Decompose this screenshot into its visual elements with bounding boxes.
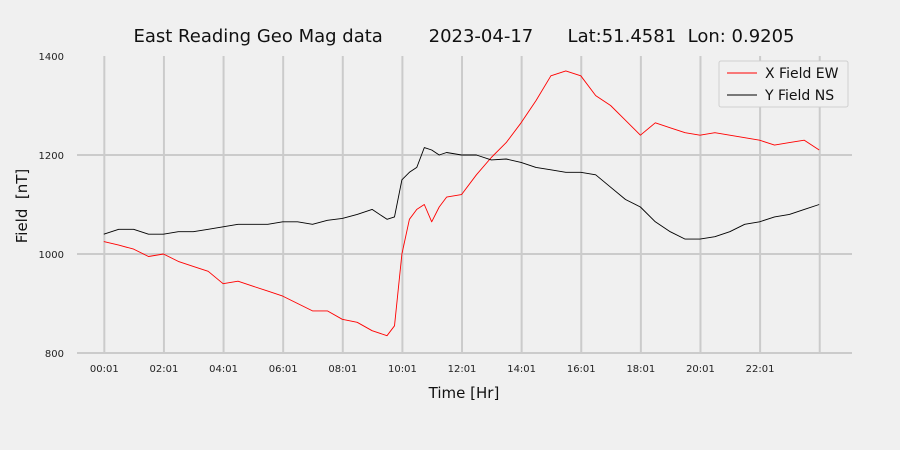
legend-label-y-field: Y Field NS <box>764 88 834 104</box>
y-tick-label: 1400 <box>39 52 64 63</box>
tick-labels: 00:01 02:01 04:01 06:01 08:01 10:01 12:01 14:01… <box>39 52 775 375</box>
x-tick-label: 00:01 <box>90 364 119 375</box>
x-axis-label: Time [Hr] <box>428 384 500 402</box>
x-tick-label: 12:01 <box>448 364 477 375</box>
series-y-field-line <box>103 147 820 240</box>
x-tick-label: 06:01 <box>269 364 298 375</box>
series-layer <box>103 70 820 337</box>
x-tick-label: 04:01 <box>209 364 238 375</box>
legend: X Field EW Y Field NS <box>718 60 849 108</box>
y-tick-label: 800 <box>45 349 64 360</box>
grid <box>77 56 852 354</box>
chart-title: East Reading Geo Mag data 2023-04-17 Lat… <box>133 26 794 47</box>
x-tick-label: 02:01 <box>150 364 179 375</box>
y-tick-label: 1200 <box>39 151 64 162</box>
x-tick-label: 22:01 <box>746 364 775 375</box>
x-tick-label: 16:01 <box>567 364 596 375</box>
x-tick-label: 08:01 <box>328 364 357 375</box>
legend-label-x-field: X Field EW <box>765 66 839 82</box>
x-tick-label: 20:01 <box>686 364 715 375</box>
x-tick-label: 18:01 <box>626 364 655 375</box>
x-tick-label: 10:01 <box>388 364 417 375</box>
y-tick-label: 1000 <box>39 250 64 261</box>
series-x-field-line <box>103 70 820 337</box>
y-axis-label: Field [nT] <box>13 169 31 244</box>
x-tick-label: 14:01 <box>507 364 536 375</box>
